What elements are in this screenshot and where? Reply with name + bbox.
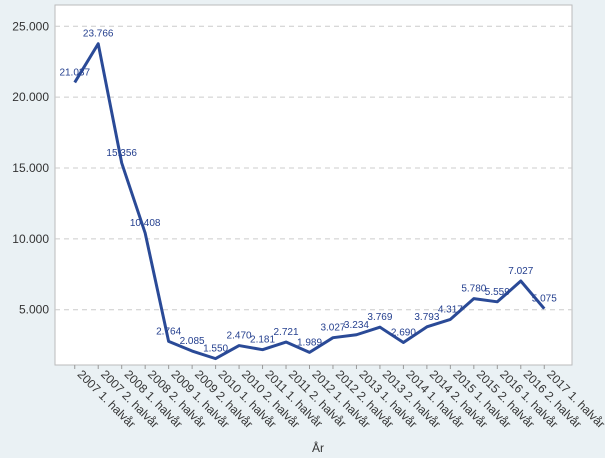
value-label: 2.085	[180, 336, 205, 347]
y-tick-label: 10.000	[12, 232, 49, 246]
y-tick-label: 15.000	[12, 161, 49, 175]
value-label: 1.989	[297, 337, 322, 348]
value-label: 3.027	[320, 323, 345, 334]
value-label: 5.075	[532, 294, 557, 305]
y-tick-label: 25.000	[12, 19, 49, 33]
value-label: 5.780	[461, 284, 486, 295]
value-label: 23.766	[83, 29, 114, 40]
value-label: 2.181	[250, 335, 275, 346]
value-label: 2.764	[156, 326, 181, 337]
value-label: 4.317	[438, 304, 463, 315]
plot-area	[54, 4, 573, 366]
value-label: 2.721	[274, 327, 299, 338]
line	[73, 42, 546, 361]
x-axis-label: År	[312, 440, 324, 455]
value-label: 10.408	[130, 218, 161, 229]
value-label: 5.559	[485, 287, 510, 298]
value-label: 15.356	[106, 148, 137, 159]
value-label: 7.027	[508, 266, 533, 277]
y-tick-label: 20.000	[12, 90, 49, 104]
value-label: 3.793	[414, 312, 439, 323]
value-label: 1.550	[203, 344, 228, 355]
value-label: 2.470	[227, 331, 252, 342]
value-label: 2.690	[391, 327, 416, 338]
y-tick-label: 5.000	[19, 303, 49, 317]
value-label: 3.234	[344, 320, 369, 331]
value-label: 3.769	[367, 312, 392, 323]
value-label: 21.037	[59, 67, 90, 78]
